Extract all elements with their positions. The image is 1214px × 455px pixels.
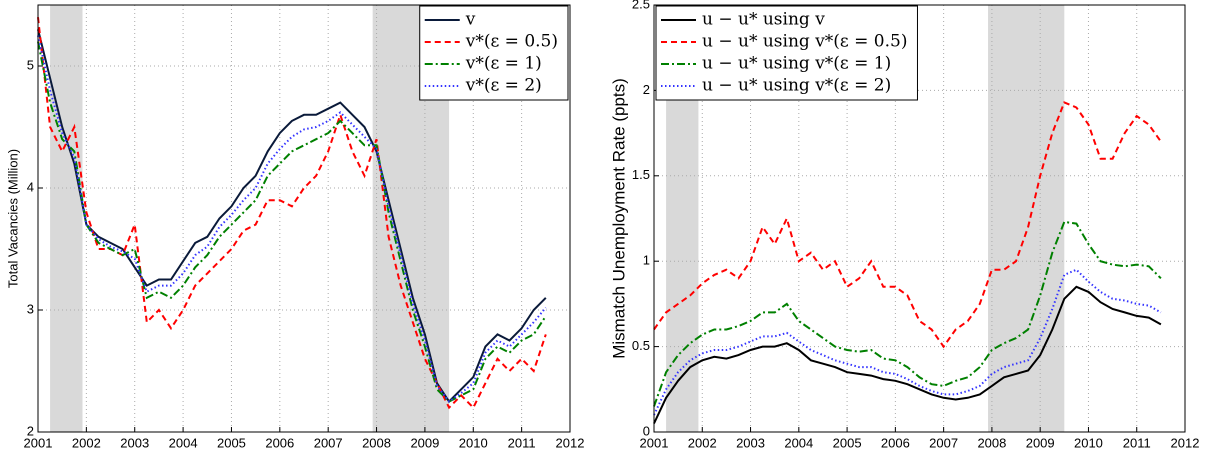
legend-box bbox=[655, 5, 918, 101]
legend: vv*(ε = 0.5)v*(ε = 1)v*(ε = 2) bbox=[419, 5, 569, 101]
series-line bbox=[653, 220, 1162, 407]
x-tick-label: 2005 bbox=[833, 435, 862, 450]
y-tick-label: 2 bbox=[643, 82, 650, 97]
x-tick-label: 2002 bbox=[72, 435, 101, 450]
legend-label: v*(ε = 2) bbox=[465, 76, 542, 96]
legend-label: u − u* using v*(ε = 2) bbox=[702, 76, 891, 96]
x-tick-label: 2003 bbox=[120, 435, 149, 450]
legend-label: u − u* using v*(ε = 0.5) bbox=[702, 32, 907, 52]
y-tick-label: 4 bbox=[27, 179, 34, 194]
x-tick-label: 2009 bbox=[410, 435, 439, 450]
y-tick-label: 2.5 bbox=[632, 0, 650, 11]
legend-label: u − u* using v*(ε = 1) bbox=[702, 54, 891, 74]
x-tick-label: 2008 bbox=[362, 435, 391, 450]
series-line bbox=[37, 29, 547, 404]
legend-label: v bbox=[465, 10, 476, 30]
x-tick-label: 2009 bbox=[1026, 435, 1055, 450]
x-tick-label: 2003 bbox=[736, 435, 765, 450]
series-line bbox=[653, 268, 1162, 416]
y-axis-label: Mismatch Unemployment Rate (ppts) bbox=[609, 78, 628, 359]
series-line bbox=[653, 101, 1162, 349]
x-tick-label: 2001 bbox=[640, 435, 669, 450]
recession-band bbox=[50, 5, 83, 432]
y-tick-label: 1.5 bbox=[632, 167, 650, 182]
series-line bbox=[653, 285, 1162, 424]
x-tick-label: 2002 bbox=[688, 435, 717, 450]
plot-frame bbox=[37, 4, 571, 433]
x-tick-label: 2007 bbox=[314, 435, 343, 450]
y-tick-label: 2 bbox=[27, 423, 34, 438]
plot-frame bbox=[653, 4, 1186, 433]
x-tick-label: 2010 bbox=[1074, 435, 1103, 450]
x-tick-label: 2006 bbox=[265, 435, 294, 450]
x-tick-label: 2011 bbox=[1123, 435, 1151, 450]
x-tick-label: 2011 bbox=[508, 435, 536, 450]
x-tick-label: 2004 bbox=[169, 435, 198, 450]
x-tick-label: 2012 bbox=[1171, 435, 1200, 450]
legend-box bbox=[419, 5, 569, 101]
x-tick-label: 2006 bbox=[881, 435, 910, 450]
y-tick-label: 1 bbox=[643, 253, 650, 268]
y-tick-label: 0 bbox=[643, 423, 650, 438]
y-tick-label: 0.5 bbox=[632, 338, 650, 353]
x-tick-label: 2012 bbox=[556, 435, 585, 450]
y-tick-label: 5 bbox=[27, 57, 34, 72]
y-axis-label: Total Vacancies (Million) bbox=[5, 149, 20, 288]
x-tick-label: 2001 bbox=[24, 435, 53, 450]
legend: u − u* using vu − u* using v*(ε = 0.5)u … bbox=[655, 5, 918, 101]
y-tick-label: 3 bbox=[27, 301, 34, 316]
legend-label: u − u* using v bbox=[702, 10, 825, 30]
panel: 2001 2002 2003 2004 2005 2006 2007 2008 2009 2010… bbox=[5, 4, 585, 450]
series-line bbox=[37, 41, 547, 403]
x-tick-label: 2008 bbox=[977, 435, 1006, 450]
series-line bbox=[37, 35, 547, 403]
recession-band bbox=[988, 5, 1065, 432]
legend-label: v*(ε = 0.5) bbox=[465, 32, 558, 52]
panel: 2001 2002 2003 2004 2005 2006 2007 2008 2009 2010… bbox=[609, 0, 1199, 450]
legend-label: v*(ε = 1) bbox=[465, 54, 542, 74]
x-tick-label: 2007 bbox=[929, 435, 958, 450]
x-tick-label: 2005 bbox=[217, 435, 246, 450]
x-tick-label: 2010 bbox=[459, 435, 488, 450]
x-tick-label: 2004 bbox=[784, 435, 813, 450]
